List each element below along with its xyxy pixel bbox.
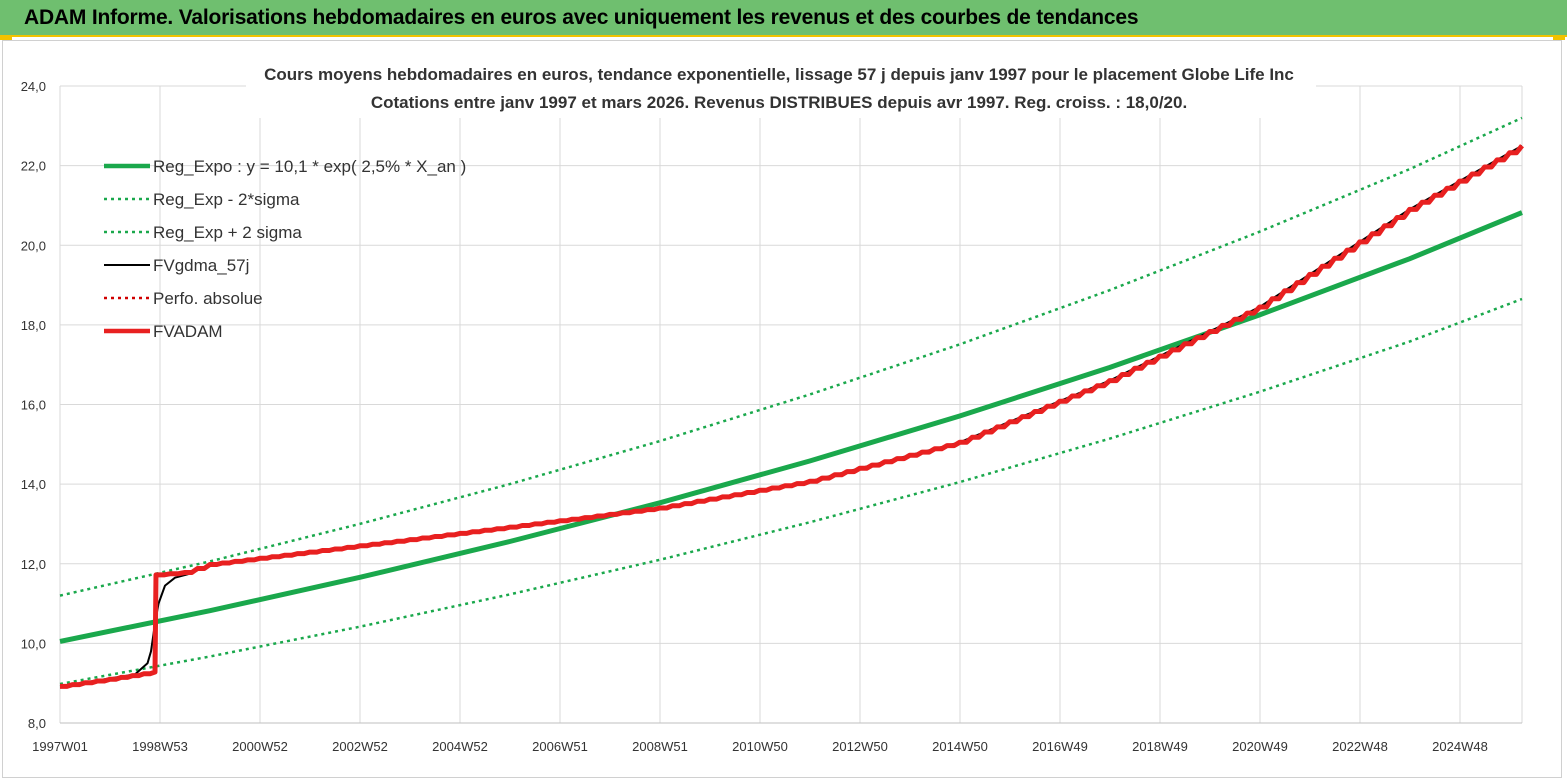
report-header: ADAM Informe. Valorisations hebdomadaire… xyxy=(0,0,1567,37)
x-axis-ticks: 1997W01 1998W53 2000W52 2002W52 2004W52 2006W… xyxy=(32,739,1488,754)
legend-label: FVgdma_57j xyxy=(153,256,249,275)
x-tick-label: 1997W01 xyxy=(32,739,88,754)
legend-label: Reg_Expo : y = 10,1 * exp( 2,5% * X_an ) xyxy=(153,157,466,176)
x-tick-label: 2000W52 xyxy=(232,739,288,754)
chart-subtitle: Cotations entre janv 1997 et mars 2026. … xyxy=(371,93,1187,112)
legend-label: FVADAM xyxy=(153,322,223,341)
x-tick-label: 2012W50 xyxy=(832,739,888,754)
report-title: ADAM Informe. Valorisations hebdomadaire… xyxy=(24,6,1139,29)
x-tick-label: 2024W48 xyxy=(1432,739,1488,754)
x-tick-label: 2002W52 xyxy=(332,739,388,754)
series-lines xyxy=(59,116,1524,689)
x-tick-label: 2010W50 xyxy=(732,739,788,754)
y-tick-label: 24,0 xyxy=(21,79,46,94)
x-tick-label: 1998W53 xyxy=(132,739,188,754)
corner-mark-right xyxy=(1553,37,1565,40)
x-tick-label: 2018W49 xyxy=(1132,739,1188,754)
x-tick-label: 2008W51 xyxy=(632,739,688,754)
corner-mark-left xyxy=(0,37,12,40)
series-line-reg-exp xyxy=(59,116,1523,597)
y-tick-label: 22,0 xyxy=(21,159,46,174)
y-tick-label: 12,0 xyxy=(21,557,46,572)
y-tick-label: 14,0 xyxy=(21,477,46,492)
x-tick-label: 2016W49 xyxy=(1032,739,1088,754)
grid-lines xyxy=(59,85,1523,724)
chart-title: Cours moyens hebdomadaires en euros, ten… xyxy=(264,65,1294,84)
legend-label: Reg_Exp - 2*sigma xyxy=(153,190,300,209)
y-tick-label: 20,0 xyxy=(21,238,46,253)
legend: Reg_Expo : y = 10,1 * exp( 2,5% * X_an )… xyxy=(104,157,466,341)
series-line-fvadam xyxy=(60,144,1524,689)
x-tick-label: 2022W48 xyxy=(1332,739,1388,754)
chart-frame xyxy=(2,40,1562,778)
y-tick-label: 18,0 xyxy=(21,318,46,333)
y-tick-label: 8,0 xyxy=(28,716,46,731)
title-background xyxy=(246,62,1316,118)
y-tick-label: 16,0 xyxy=(21,398,46,413)
x-tick-label: 2006W51 xyxy=(532,739,588,754)
y-tick-label: 10,0 xyxy=(21,636,46,651)
x-tick-label: 2020W49 xyxy=(1232,739,1288,754)
series-line-reg-expo xyxy=(59,210,1523,644)
x-tick-label: 2004W52 xyxy=(432,739,488,754)
y-axis-ticks: 8,0 10,0 12,0 14,0 16,0 18,0 20,0 22,0 24,0 xyxy=(21,79,46,731)
series-line-reg-exp xyxy=(59,297,1523,686)
legend-label: Reg_Exp + 2 sigma xyxy=(153,223,302,242)
x-tick-label: 2014W50 xyxy=(932,739,988,754)
legend-label: Perfo. absolue xyxy=(153,289,263,308)
